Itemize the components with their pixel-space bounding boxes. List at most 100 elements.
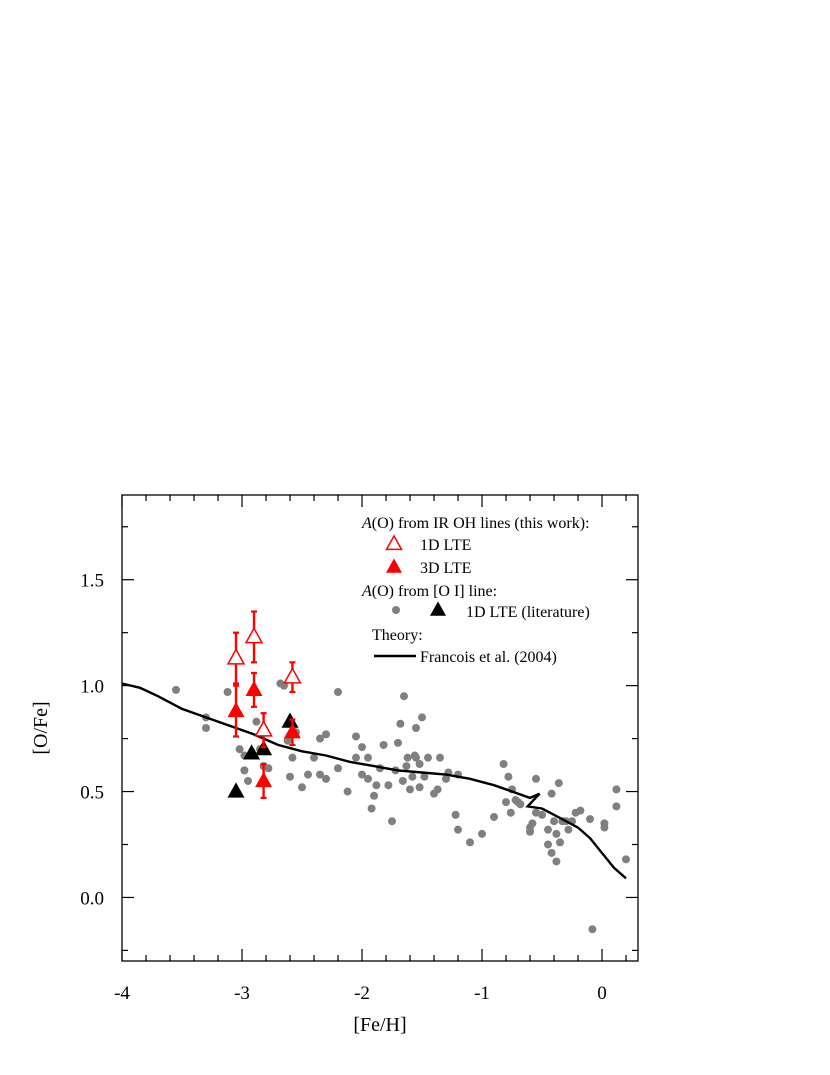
x-tick-label: -3: [234, 983, 250, 1004]
legend-label-literature: 1D LTE (literature): [466, 604, 590, 621]
literature-dot: [264, 764, 273, 773]
filled-red-triangle: [227, 701, 245, 718]
legend-label-1d-lte: 1D LTE: [420, 537, 471, 554]
literature-dot: [322, 730, 330, 739]
legend-gray-dot: [392, 606, 400, 614]
literature-dot: [412, 753, 420, 762]
literature-dot: [240, 766, 249, 775]
literature-dot: [370, 791, 378, 800]
literature-dot: [364, 753, 372, 762]
literature-dot: [490, 812, 498, 821]
literature-dot: [202, 724, 210, 732]
literature-dot: [415, 760, 424, 769]
literature-dot: [544, 840, 552, 849]
literature-dot: [436, 753, 444, 762]
literature-dot: [316, 734, 324, 743]
literature-dot: [223, 687, 232, 696]
literature-dot: [478, 829, 486, 838]
literature-dot: [244, 776, 252, 785]
y-tick-label: 1.5: [80, 571, 104, 592]
literature-dot: [298, 783, 306, 792]
literature-dot: [310, 753, 318, 762]
legend-heading-oh-rest: (O) from IR OH lines (this work):: [372, 515, 590, 532]
x-tick-label: -4: [114, 983, 130, 1004]
data-layer: [121, 610, 630, 934]
x-axis-label: [Fe/H]: [353, 1014, 406, 1036]
literature-dot: [415, 783, 424, 792]
literature-dot: [322, 774, 330, 783]
literature-dot: [384, 781, 393, 790]
literature-dot: [235, 745, 244, 754]
literature-dot: [554, 779, 563, 788]
literature-dot: [379, 740, 388, 749]
legend-open-red-triangle: [385, 534, 403, 551]
literature-dot: [420, 772, 429, 781]
plot-border: [121, 494, 639, 962]
literature-dot: [418, 713, 426, 722]
literature-dot: [352, 753, 360, 762]
literature-dot: [588, 925, 597, 934]
literature-dot: [424, 753, 432, 762]
literature-dot: [364, 774, 372, 783]
literature-dot: [532, 808, 540, 817]
literature-dot: [586, 815, 594, 824]
literature-dot: [286, 772, 294, 781]
literature-dot: [516, 800, 525, 809]
literature-dot: [600, 823, 609, 832]
open-red-triangle: [244, 626, 264, 644]
literature-dot: [406, 785, 414, 794]
literature-dot: [334, 764, 342, 773]
open-red-triangle: [254, 719, 273, 737]
legend: A(O) from IR OH lines (this work): 1D LT…: [361, 515, 590, 666]
literature-dot: [372, 781, 381, 790]
literature-dot: [612, 802, 621, 811]
open-red-triangle: [226, 647, 246, 665]
literature-triangle: [243, 744, 261, 760]
literature-dot: [358, 770, 366, 779]
legend-heading-oi-italic: A: [361, 583, 372, 600]
literature-dot: [358, 743, 366, 752]
filled-red-triangle: [283, 723, 301, 739]
literature-dot: [334, 687, 342, 696]
literature-dot: [352, 732, 360, 741]
literature-dot: [304, 770, 312, 779]
filled-red-triangle: [245, 680, 263, 696]
literature-dot: [172, 685, 180, 694]
y-tick-label: 1.0: [80, 677, 104, 698]
literature-dot: [367, 804, 376, 813]
literature-dot: [622, 855, 630, 864]
x-tick-label: -2: [354, 983, 370, 1004]
literature-dot: [466, 838, 474, 847]
literature-dot: [547, 848, 556, 857]
literature-dot: [506, 808, 515, 817]
literature-dot: [403, 753, 412, 762]
literature-dot: [398, 776, 407, 785]
literature-dot: [412, 724, 420, 732]
literature-dot: [556, 838, 564, 847]
literature-dot: [499, 760, 508, 769]
literature-dot: [451, 810, 460, 819]
literature-dot: [552, 829, 561, 838]
literature-dot: [526, 827, 534, 836]
literature-dot: [396, 719, 405, 728]
y-tick-label: 0.0: [80, 888, 104, 909]
literature-dot: [552, 857, 561, 866]
literature-dot: [288, 753, 297, 762]
legend-heading-oh: A(O) from IR OH lines (this work):: [361, 515, 590, 532]
literature-dot: [394, 738, 402, 747]
x-tick-label: -1: [474, 983, 490, 1004]
literature-dot: [502, 798, 510, 807]
literature-dot: [442, 774, 450, 783]
legend-heading-oi: A(O) from [O I] line:: [361, 583, 497, 600]
literature-dot: [612, 785, 621, 794]
literature-dot: [547, 789, 556, 798]
plot-frame: [121, 494, 639, 962]
legend-filled-red-triangle: [386, 558, 402, 573]
literature-dot: [283, 736, 292, 745]
literature-triangle: [227, 782, 245, 798]
legend-symbols: [374, 534, 446, 658]
literature-dot: [402, 762, 411, 771]
literature-dot: [343, 787, 352, 796]
filled-red-triangle: [255, 771, 273, 788]
